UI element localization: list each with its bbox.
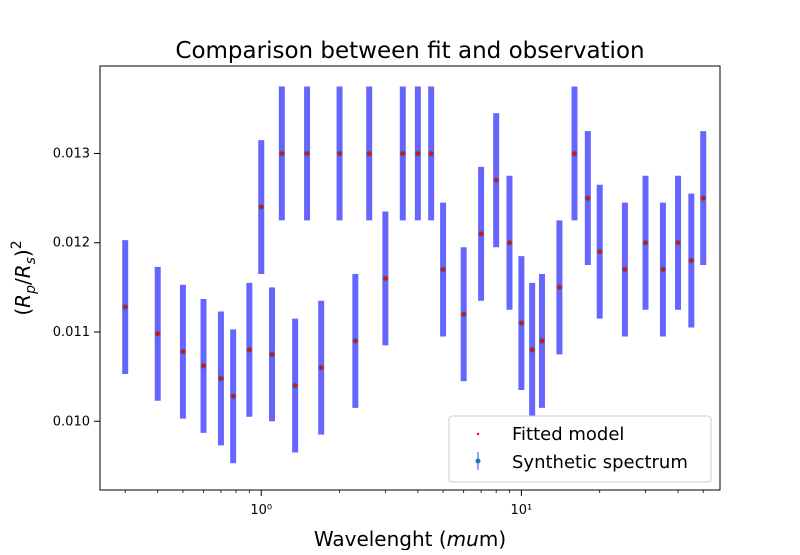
fitted-point: [479, 231, 484, 236]
fitted-point: [660, 267, 665, 272]
fitted-point: [180, 349, 185, 354]
fitted-point: [441, 267, 446, 272]
plot-frame: [99, 65, 721, 491]
legend-fitted-model-label: Fitted model: [512, 424, 624, 445]
fitted-point: [259, 205, 264, 210]
fitted-point: [429, 151, 434, 156]
x-axis-minor-ticks: [124, 490, 704, 493]
fitted-point: [622, 267, 627, 272]
fitted-point: [293, 383, 298, 388]
x-tick-label: 10⁰: [250, 503, 272, 518]
fitted-point: [123, 305, 128, 310]
fitted-point: [319, 365, 324, 370]
fitted-point: [270, 352, 275, 357]
legend-synthetic-spectrum-marker: [475, 458, 481, 464]
fitted-point: [461, 312, 466, 317]
fitted-point: [337, 151, 342, 156]
legend-box: [448, 415, 712, 483]
fitted-point: [530, 347, 535, 352]
legend-fitted-model-marker: [476, 432, 480, 436]
plot-marks: [122, 86, 707, 464]
fitted-point: [201, 363, 206, 368]
legend-synthetic-spectrum-label: Synthetic spectrum: [512, 452, 688, 473]
fitted-point: [383, 276, 388, 281]
y-tick-label: 0.012: [53, 236, 90, 251]
y-tick-label: 0.011: [53, 325, 90, 340]
fitted-point: [689, 258, 694, 263]
fitted-point: [676, 240, 681, 245]
fitted-point: [279, 151, 284, 156]
y-axis-ticks: 0.010 0.011 0.012 0.013: [53, 146, 100, 429]
fitted-point: [572, 151, 577, 156]
x-axis-ticks: 10⁰ 10¹: [250, 490, 532, 518]
fitted-point: [305, 151, 310, 156]
fitted-point: [231, 394, 236, 399]
x-tick-label: 10¹: [511, 503, 533, 518]
fitted-point: [415, 151, 420, 156]
fitted-point: [367, 151, 372, 156]
fitted-point: [353, 338, 358, 343]
fitted-point: [643, 240, 648, 245]
fitted-point: [155, 331, 160, 336]
fitted-point: [218, 376, 223, 381]
fitted-point: [494, 178, 499, 183]
legend: Fitted model Synthetic spectrum: [448, 415, 712, 483]
x-axis-label: Wavelenght (mum): [314, 527, 506, 550]
y-tick-label: 0.010: [53, 414, 90, 429]
fitted-point: [557, 285, 562, 290]
y-tick-label: 0.013: [53, 146, 90, 161]
chart-title: Comparison between fit and observation: [175, 38, 644, 64]
fitted-point: [539, 338, 544, 343]
y-axis-label: (Rp/Rs)2: [9, 240, 39, 315]
fitted-point: [701, 196, 706, 201]
fitted-point: [597, 249, 602, 254]
fitted-point: [400, 151, 405, 156]
fitted-point: [519, 321, 524, 326]
fitted-point: [507, 240, 512, 245]
fitted-point: [585, 196, 590, 201]
fitted-point: [247, 347, 252, 352]
